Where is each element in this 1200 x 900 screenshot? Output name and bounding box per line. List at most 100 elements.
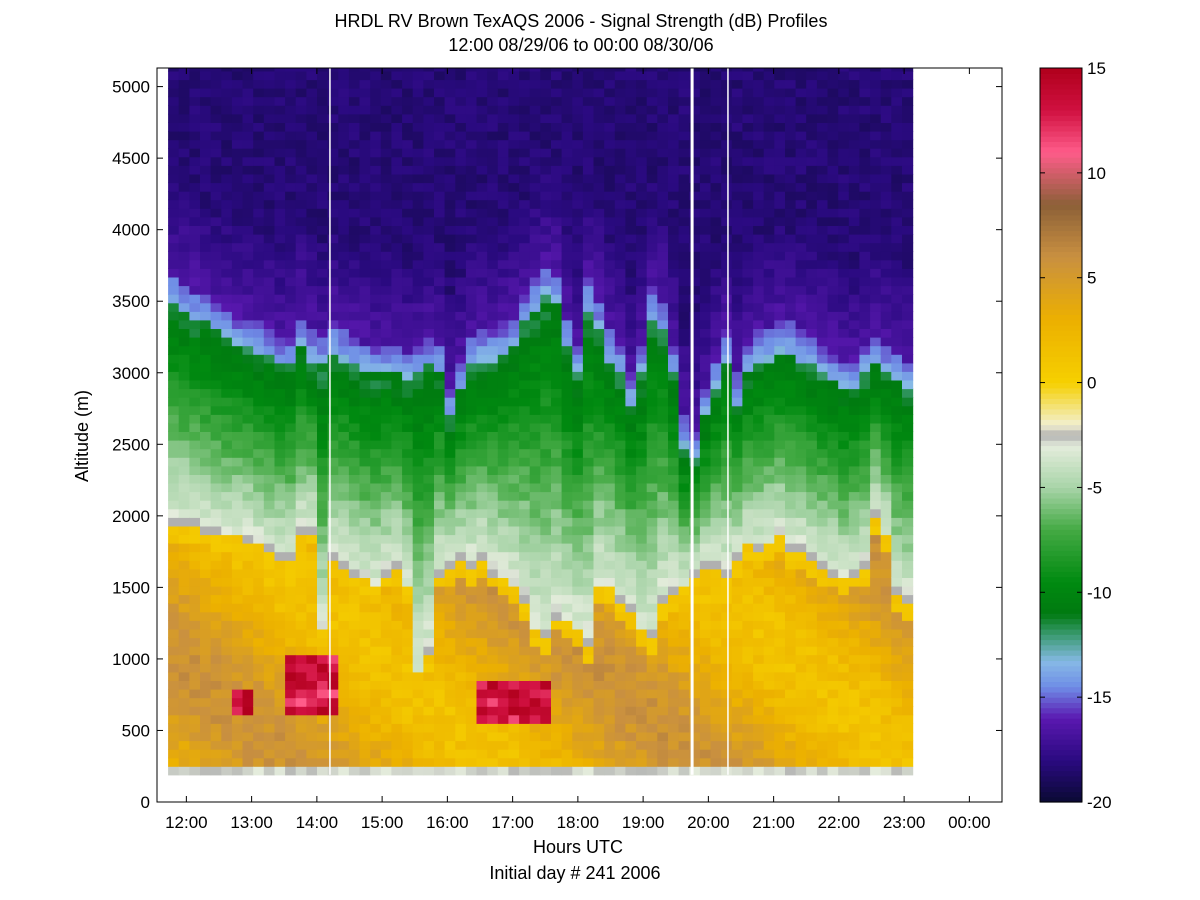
heatmap-cell [795,663,807,673]
heatmap-cell [402,714,414,724]
heatmap-cell [274,568,286,578]
heatmap-cell [689,431,701,441]
heatmap-cell [200,474,212,484]
heatmap-cell [178,148,190,158]
heatmap-cell [348,96,361,106]
heatmap-cell [423,251,435,261]
heatmap-cell [359,534,371,544]
heatmap-cell [444,577,456,587]
heatmap-cell [625,251,637,261]
heatmap-cell [646,173,658,184]
heatmap-cell [455,474,467,484]
heatmap-cell [317,525,329,536]
heatmap-cell [412,354,424,364]
heatmap-cell [721,422,733,432]
heatmap-cell [710,362,722,372]
heatmap-cell [551,534,563,544]
heatmap-cell [540,689,552,699]
heatmap-cell [731,714,743,724]
heatmap-cell [604,302,616,312]
heatmap-cell [391,585,403,596]
heatmap-cell [699,431,712,441]
heatmap-cell [572,208,584,218]
heatmap-cell [210,362,222,372]
heatmap-cell [678,534,690,544]
heatmap-cell [338,216,350,226]
heatmap-cell [572,577,584,587]
heatmap-cell [487,371,499,381]
heatmap-cell [519,534,531,544]
heatmap-cell [668,611,680,621]
heatmap-cell [178,259,190,269]
heatmap-cell [582,182,595,192]
heatmap-cell [529,697,541,707]
heatmap-cell [689,457,701,467]
heatmap-cell [497,603,509,613]
heatmap-cell [572,757,584,767]
heatmap-cell [178,585,190,596]
heatmap-cell [295,268,307,278]
heatmap-cell [636,182,648,192]
heatmap-cell [657,311,669,321]
heatmap-cell [423,208,435,218]
heatmap-cell [699,148,712,158]
heatmap-cell [380,637,392,647]
heatmap-cell [540,671,552,681]
heatmap-cell [721,165,733,175]
heatmap-cell [465,96,478,106]
heatmap-cell [178,577,190,587]
heatmap-cell [253,199,265,209]
heatmap-cell [412,122,424,132]
heatmap-cell [380,740,392,750]
heatmap-cell [551,560,563,570]
heatmap-cell [359,225,371,235]
heatmap-cell [327,397,339,407]
heatmap-cell [625,354,637,364]
heatmap-cell [306,414,318,424]
heatmap-cell [753,379,765,390]
heatmap-cell [614,620,626,630]
heatmap-cell [646,457,658,467]
heatmap-cell [519,766,531,776]
heatmap-cell [306,208,318,218]
heatmap-cell [370,457,382,467]
heatmap-cell [763,534,775,544]
heatmap-cell [540,706,552,716]
heatmap-cell [646,525,658,536]
heatmap-cell [593,388,605,398]
heatmap-cell [710,414,722,424]
heatmap-cell [412,131,424,141]
heatmap-cell [402,654,414,664]
heatmap-cell [582,637,595,647]
heatmap-cell [785,731,797,742]
heatmap-cell [189,371,201,381]
heatmap-cell [529,474,541,484]
heatmap-cell [519,414,531,424]
heatmap-cell [519,156,531,166]
heatmap-cell [529,714,541,724]
heatmap-cell [274,474,286,484]
heatmap-cell [338,345,350,355]
heatmap-cell [710,431,722,441]
heatmap-cell [306,105,318,115]
heatmap-cell [625,671,637,681]
heatmap-cell [210,585,222,596]
heatmap-cell [487,388,499,398]
heatmap-cell [604,88,616,98]
heatmap-cell [657,560,669,570]
heatmap-cell [476,131,488,141]
heatmap-cell [295,79,307,89]
heatmap-cell [423,139,435,149]
heatmap-cell [263,354,275,364]
heatmap-cell [348,749,361,759]
heatmap-cell [529,276,541,287]
heatmap-cell [508,714,520,724]
heatmap-cell [200,620,212,630]
heatmap-cell [508,465,520,475]
heatmap-cell [561,628,573,639]
heatmap-cell [529,397,541,407]
heatmap-cell [593,525,605,536]
heatmap-cell [476,482,488,493]
heatmap-cell [721,637,733,647]
heatmap-cell [785,148,797,158]
